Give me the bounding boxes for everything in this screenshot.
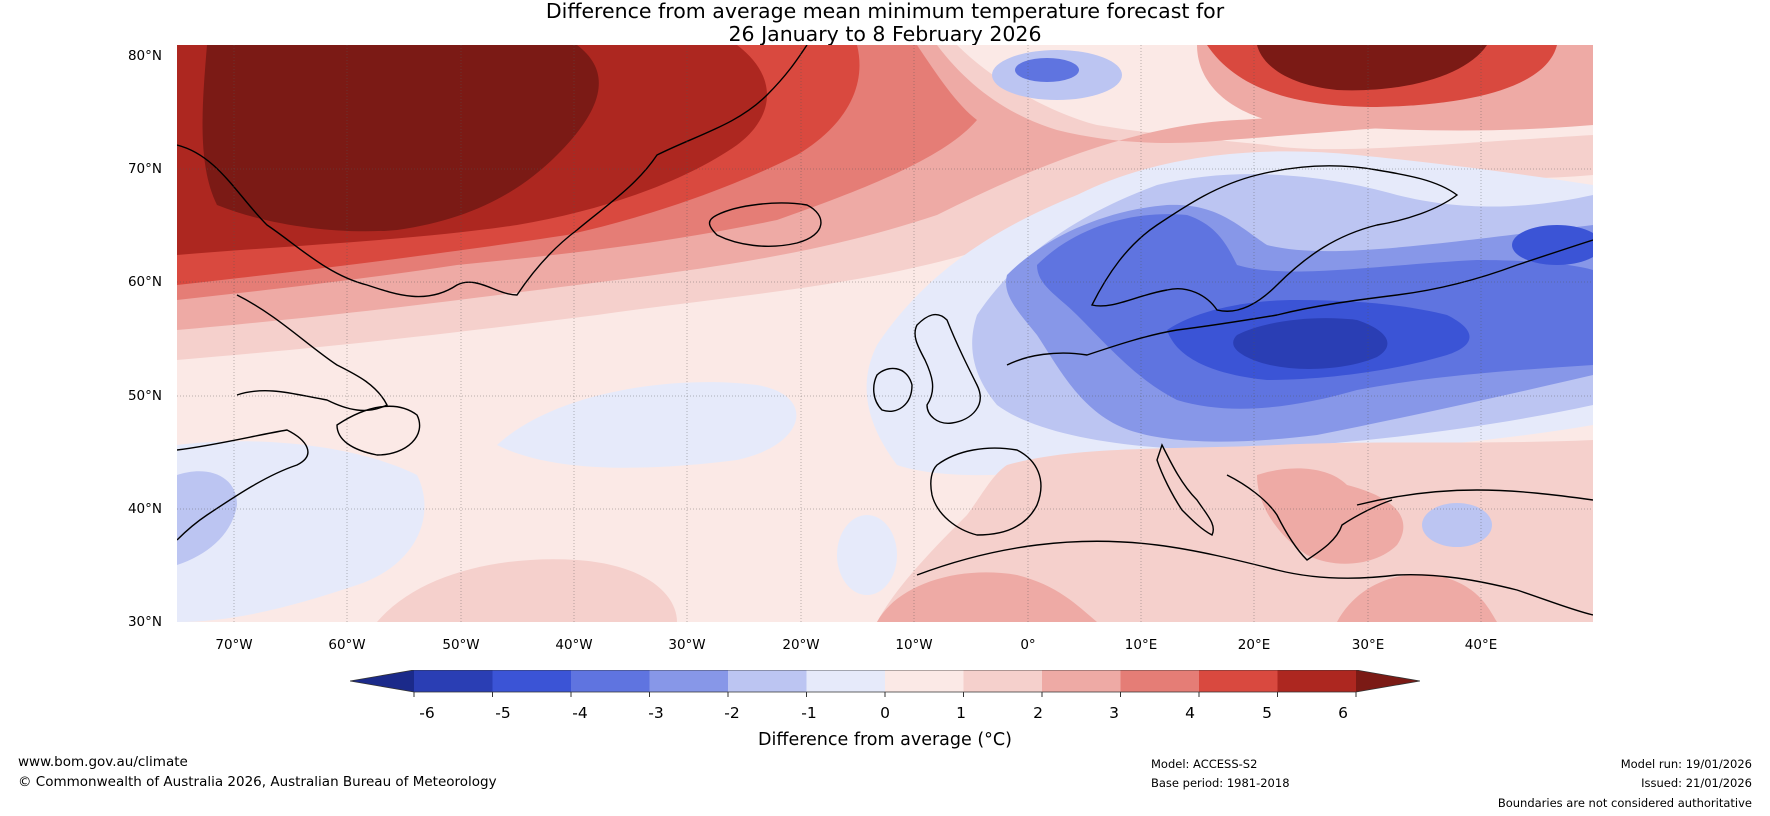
coastline-turkey: [1356, 489, 1593, 506]
model-run-date: Model run: 19/01/2026: [1620, 757, 1752, 771]
colorbar-tick-label: -3: [648, 704, 664, 722]
colorbar-segment: [1120, 670, 1200, 692]
colorbar-segment: [806, 670, 886, 692]
graticule: [177, 45, 1593, 622]
coastline-italy: [1156, 443, 1214, 536]
anomaly-warm-north-africa: [877, 572, 1097, 622]
anomaly-cool-patch-canary: [837, 515, 897, 595]
lat-label-80n: 80°N: [127, 48, 162, 64]
colorbar: [350, 670, 1420, 697]
coastline-iceland: [708, 202, 822, 247]
coastline-labrador: [236, 294, 388, 412]
lon-label-10e: 10°E: [1124, 637, 1158, 653]
anomaly-warm-libya: [1337, 574, 1497, 622]
forecast-map: [177, 45, 1593, 622]
title-line-2: 26 January to 8 February 2026: [728, 22, 1042, 46]
colorbar-segment: [885, 670, 964, 692]
colorbar-extend-max: [1356, 670, 1420, 692]
coastline-europe-mainland: [1006, 239, 1593, 366]
lon-label-0: 0°: [1020, 637, 1036, 653]
issued-date: Issued: 21/01/2026: [1641, 776, 1752, 790]
boundaries-disclaimer: Boundaries are not considered authoritat…: [1497, 796, 1752, 810]
colorbar-tick-label: -1: [801, 704, 817, 722]
coastline-british-isles: [873, 313, 981, 424]
coastline-scandinavia: [1090, 165, 1459, 312]
colorbar-segment: [492, 670, 572, 692]
coastline-us-canada-east: [177, 429, 309, 541]
colorbar-segment: [728, 670, 807, 692]
anomaly-cool-patch-norwegian-sea-core: [1015, 58, 1079, 82]
lon-label-40e: 40°E: [1464, 637, 1498, 653]
anomaly-cool-europe-5to6: [1233, 318, 1388, 369]
colorbar-tick-label: 6: [1338, 704, 1348, 722]
lon-label-50w: 50°W: [442, 637, 480, 653]
anomaly-warm-subtropical-atlantic: [377, 559, 677, 622]
colorbar-tick-label: 4: [1185, 704, 1195, 722]
colorbar-tick-label: -4: [572, 704, 588, 722]
lon-label-10w: 10°W: [895, 637, 933, 653]
lon-label-20w: 20°W: [782, 637, 820, 653]
colorbar-tick-label: -2: [724, 704, 740, 722]
model-name: Model: ACCESS-S2: [1151, 757, 1258, 771]
colorbar-segment: [1199, 670, 1278, 692]
lon-label-70w: 70°W: [215, 637, 253, 653]
copyright-text: © Commonwealth of Australia 2026, Austra…: [18, 774, 497, 790]
lon-label-40w: 40°W: [555, 637, 593, 653]
lon-label-30w: 30°W: [668, 637, 706, 653]
colorbar-tick-label: 5: [1262, 704, 1272, 722]
lat-label-40n: 40°N: [127, 501, 162, 517]
anomaly-cool-patch-turkey: [1422, 503, 1492, 547]
colorbar-segment: [414, 670, 493, 692]
lat-label-50n: 50°N: [127, 388, 162, 404]
coastline-greenland: [177, 45, 808, 298]
colorbar-tick-label: 3: [1109, 704, 1119, 722]
colorbar-segment: [1277, 670, 1357, 692]
colorbar-tick-label: 1: [956, 704, 966, 722]
lat-label-30n: 30°N: [127, 614, 162, 630]
lon-label-30e: 30°E: [1351, 637, 1385, 653]
title-line-1: Difference from average mean minimum tem…: [545, 0, 1225, 23]
colorbar-tick-label: -6: [419, 704, 435, 722]
colorbar-tick-label: -5: [495, 704, 511, 722]
colorbar-label: Difference from average (°C): [758, 730, 1012, 750]
base-period: Base period: 1981-2018: [1151, 776, 1290, 790]
lon-label-60w: 60°W: [328, 637, 366, 653]
chart-title: Difference from average mean minimum tem…: [0, 0, 1770, 46]
colorbar-segment: [963, 670, 1043, 692]
coastline-balkans-greece: [1226, 474, 1393, 561]
coastline-north-africa: [916, 540, 1593, 616]
anomaly-cool-mid-atlantic: [497, 382, 797, 468]
colorbar-segment: [571, 670, 650, 692]
coastline-iberia: [930, 447, 1042, 536]
colorbar-tick-label: 2: [1033, 704, 1043, 722]
website-link[interactable]: www.bom.gov.au/climate: [18, 754, 188, 770]
anomaly-cool-russia-core: [1512, 225, 1593, 265]
anomaly-cool-west-atlantic: [177, 441, 425, 622]
anomaly-barents-warm-3: [1257, 45, 1487, 91]
colorbar-segment: [649, 670, 729, 692]
anomaly-warm-balkans: [1257, 468, 1404, 564]
colorbar-segment: [1042, 670, 1121, 692]
coastline-newfoundland: [336, 405, 421, 456]
map-svg: [177, 45, 1593, 622]
anomaly-cool-west-atlantic-core: [177, 471, 237, 565]
coastlines: [177, 45, 1593, 616]
lat-label-70n: 70°N: [127, 161, 162, 177]
anomaly-band-above6: [202, 45, 599, 232]
colorbar-extend-min: [350, 670, 414, 692]
lat-label-60n: 60°N: [127, 274, 162, 290]
colorbar-tick-label: 0: [880, 704, 890, 722]
lon-label-20e: 20°E: [1237, 637, 1271, 653]
